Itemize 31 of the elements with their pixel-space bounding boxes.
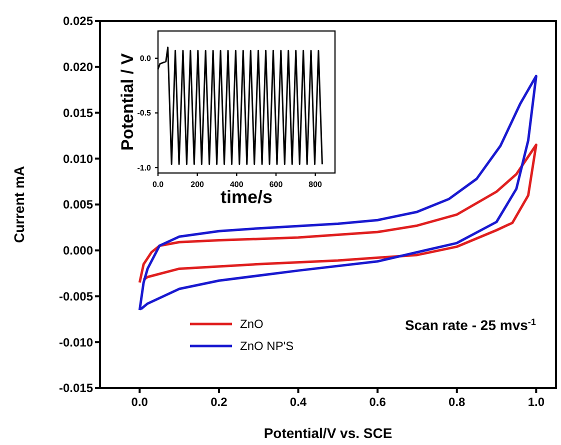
line-series bbox=[138, 144, 538, 284]
x-tick-label: 400 bbox=[230, 180, 244, 189]
y-tick-label: 0.025 bbox=[62, 14, 94, 28]
x-tick-label: 200 bbox=[190, 180, 205, 189]
y-axis-title: Potential / V bbox=[118, 52, 137, 151]
y-tick-label: 0.005 bbox=[62, 198, 94, 212]
y-tick-label: -1.0 bbox=[137, 163, 152, 172]
annotation: Scan rate - 25 mvs$^{-1}$ bbox=[404, 317, 536, 333]
x-axis-title: time/s bbox=[220, 187, 273, 207]
x-tick-label: 0.4 bbox=[290, 395, 307, 409]
y-tick-label: 0.000 bbox=[62, 244, 94, 258]
x-tick-label: 0.2 bbox=[210, 395, 228, 409]
x-tick-label: 0.0 bbox=[152, 180, 164, 189]
y-tick-label: 0.020 bbox=[62, 60, 94, 74]
y-tick-label: 0.010 bbox=[62, 152, 94, 166]
y-tick-label: -0.005 bbox=[58, 289, 94, 304]
x-axis-title: Potential/V vs. SCE bbox=[264, 425, 392, 441]
line-series bbox=[138, 74, 538, 312]
y-tick-label: 0.0 bbox=[140, 54, 152, 64]
y-tick-label: 0.015 bbox=[62, 106, 94, 120]
y-tick-label: -0.5 bbox=[137, 108, 152, 118]
x-tick-label: 1.0 bbox=[528, 395, 545, 409]
y-tick-label: -0.015 bbox=[58, 381, 94, 396]
legend-label: ZnO bbox=[240, 317, 264, 331]
x-tick-label: 0.6 bbox=[369, 395, 386, 409]
y-axis-title: Current mA bbox=[11, 166, 27, 244]
x-tick-label: 800 bbox=[308, 180, 323, 189]
y-tick-label: -0.010 bbox=[58, 335, 94, 350]
x-tick-label: 0.8 bbox=[448, 395, 466, 409]
legend-label: ZnO NP'S bbox=[240, 339, 294, 353]
x-tick-label: 600 bbox=[269, 180, 284, 189]
